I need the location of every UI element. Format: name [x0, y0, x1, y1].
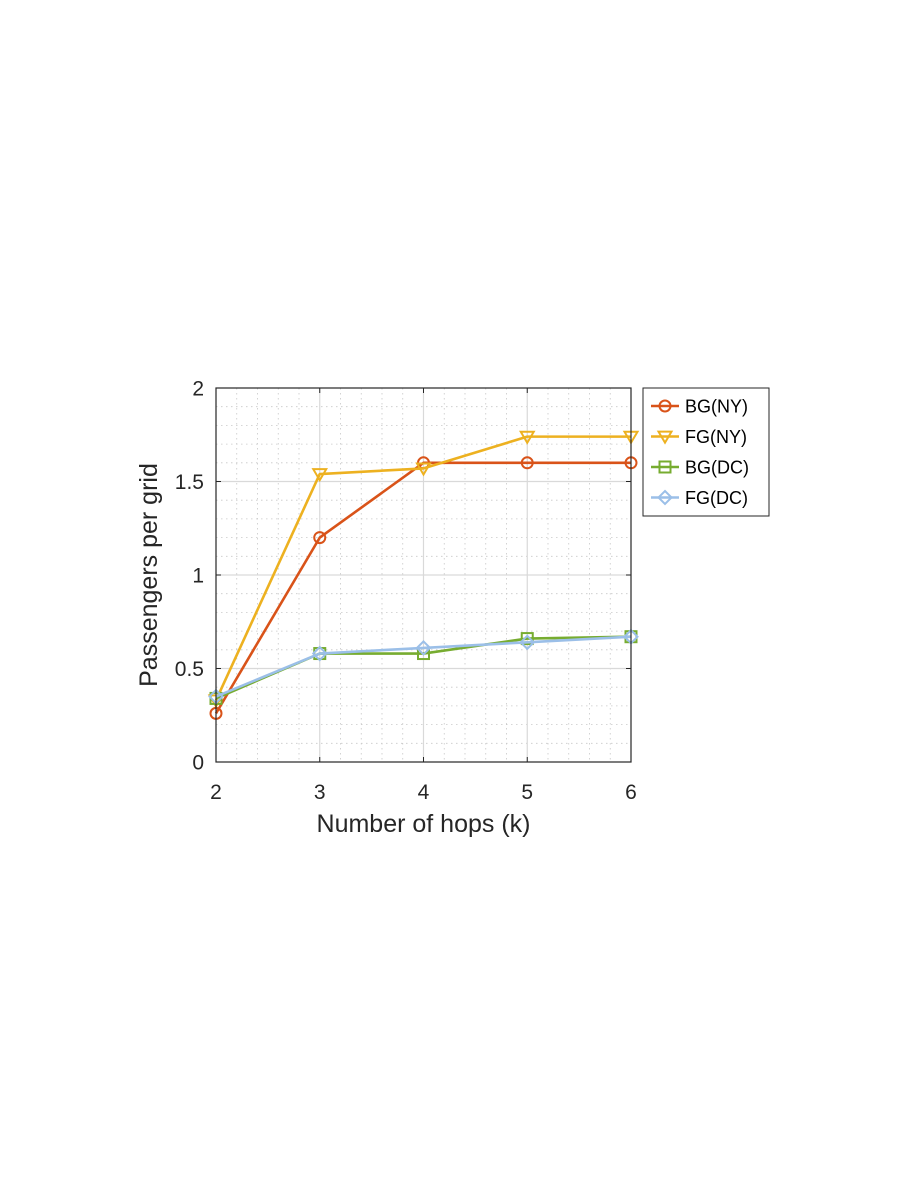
legend-marker-fg-ny [656, 430, 674, 445]
legend-label-fg-dc: FG(DC) [685, 488, 748, 508]
legend-label-fg-ny: FG(NY) [685, 427, 747, 447]
legend-marker-fg-dc [657, 489, 673, 506]
legend-label-bg-ny: BG(NY) [685, 397, 748, 417]
legend-marker-bg-ny [658, 399, 672, 413]
data-point-bg-ny [313, 531, 327, 545]
data-point-bg-dc [520, 632, 534, 646]
y-tick-label: 0.5 [175, 658, 204, 681]
series-line-fg-ny [214, 435, 631, 701]
legend: BG(NY) FG(NY) BG(DC) FG(DC) [642, 387, 770, 517]
data-point-fg-ny [519, 430, 536, 445]
x-axis-label: Number of hops (k) [317, 810, 531, 838]
data-point-fg-dc [311, 645, 328, 662]
y-tick-label: 1 [192, 565, 204, 588]
x-tick-labels: 2 3 4 5 6 [210, 781, 637, 804]
y-tick-label: 2 [192, 378, 204, 401]
legend-box [642, 387, 770, 517]
series-fg-dc [208, 628, 639, 705]
y-tick-label: 0 [192, 752, 204, 775]
y-axis-label: Passengers per grid [135, 463, 163, 687]
series-line-fg-dc [215, 635, 632, 698]
x-tick-label: 4 [418, 781, 430, 804]
x-tick-label: 6 [625, 781, 637, 804]
x-tick-label: 2 [210, 781, 222, 804]
x-tick-label: 5 [521, 781, 533, 804]
data-point-fg-ny [415, 462, 432, 477]
series-layer [207, 430, 640, 720]
data-point-fg-dc [415, 640, 432, 656]
data-point-fg-ny [311, 468, 328, 483]
y-tick-labels: 0 0.5 1 1.5 2 [175, 378, 204, 775]
data-point-fg-dc [519, 634, 536, 651]
legend-label-bg-dc: BG(DC) [685, 458, 749, 478]
data-point-bg-ny [520, 456, 534, 470]
axis-ticks [215, 387, 632, 763]
x-tick-label: 3 [314, 781, 326, 804]
y-tick-label: 1.5 [175, 471, 204, 494]
legend-marker-bg-dc [658, 460, 672, 474]
